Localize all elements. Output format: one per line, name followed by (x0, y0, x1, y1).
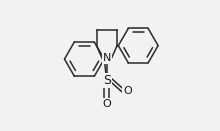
Text: N: N (103, 53, 111, 63)
Text: S: S (103, 74, 111, 87)
Text: O: O (103, 99, 111, 109)
Text: O: O (123, 86, 132, 96)
